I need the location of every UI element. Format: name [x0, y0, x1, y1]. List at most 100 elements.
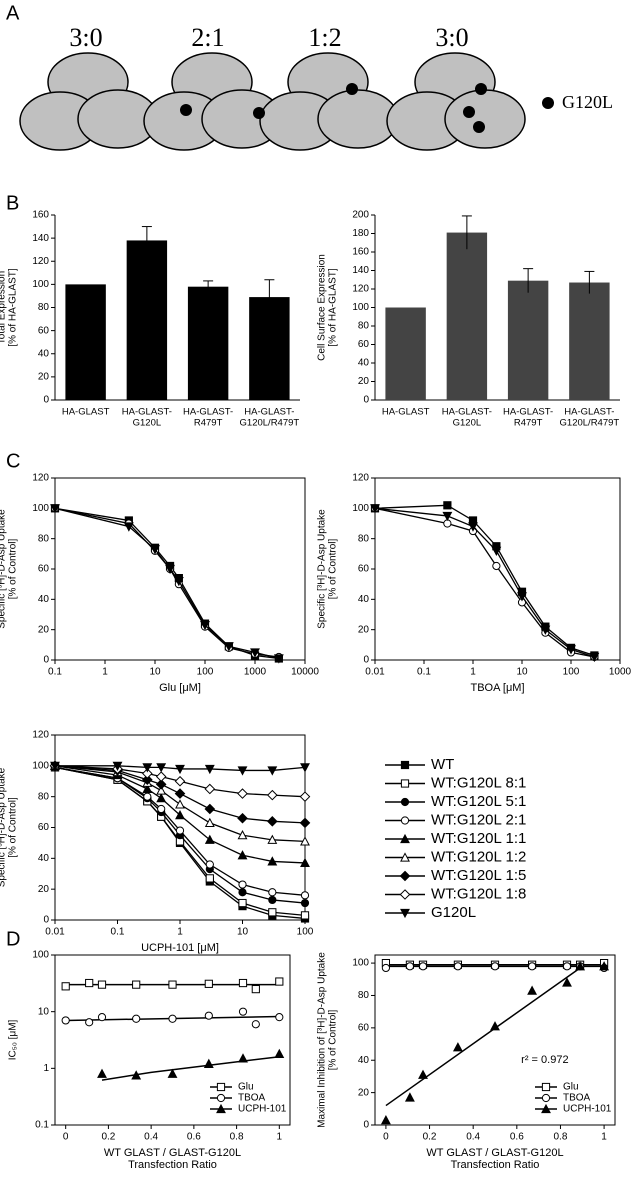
y-tick-label: 80 [38, 533, 50, 544]
marker [267, 834, 278, 844]
marker [267, 816, 278, 827]
x-tick-label: HA-GLAST- [122, 407, 172, 418]
y-axis-label: [% of Control] [328, 1009, 339, 1070]
x-tick-label: 1000 [609, 667, 632, 678]
y-axis-label: IC₅₀ [μM] [8, 1019, 19, 1060]
legend-label: WT:G120L 1:1 [431, 830, 526, 847]
x-tick-label: 0.01 [45, 927, 65, 938]
panel-label: C [6, 450, 20, 472]
plot-frame [374, 477, 621, 661]
marker [174, 775, 186, 787]
panel-label: D [6, 928, 20, 950]
bar [187, 286, 229, 400]
legend-marker [400, 779, 410, 788]
marker [167, 1068, 178, 1078]
y-tick-label: 20 [38, 372, 50, 383]
y-tick-label: 80 [38, 302, 50, 313]
marker [267, 766, 278, 776]
x-tick-label: 0.4 [466, 1132, 480, 1143]
x-tick-label: 0.1 [48, 667, 62, 678]
legend-marker [216, 1082, 226, 1092]
marker [131, 1070, 142, 1080]
y-tick-label: 40 [358, 1055, 370, 1066]
marker [299, 791, 311, 802]
marker [85, 1018, 94, 1027]
marker [97, 1013, 107, 1022]
marker [142, 783, 153, 794]
y-tick-label: 0 [363, 395, 369, 406]
marker [168, 1014, 177, 1023]
y-tick-label: 20 [358, 624, 370, 635]
y-axis-label: [% of HA-GLAST] [328, 268, 339, 347]
y-axis-label: Cell Surface Expression [317, 254, 328, 361]
y-tick-label: 40 [358, 358, 370, 369]
marker [237, 788, 248, 799]
marker [275, 977, 284, 986]
y-tick-label: 140 [32, 233, 49, 244]
marker [299, 817, 311, 829]
marker [251, 1020, 260, 1029]
legend-label: UCPH-101 [563, 1104, 612, 1115]
series-line [54, 507, 280, 660]
marker [123, 522, 134, 532]
marker [300, 763, 310, 773]
x-tick-label: 10000 [291, 667, 319, 678]
fit-line [385, 967, 581, 1107]
plot-frame [374, 954, 616, 1126]
y-tick-label: 10 [38, 1006, 50, 1017]
marker [203, 1058, 214, 1068]
legend-label: WT:G120L 8:1 [431, 774, 526, 791]
marker [155, 771, 167, 782]
marker [205, 860, 214, 869]
y-tick-label: 0.1 [35, 1120, 49, 1131]
marker [112, 761, 123, 771]
y-tick-label: 100 [352, 302, 369, 313]
marker [273, 654, 284, 664]
marker [562, 962, 572, 971]
marker [300, 891, 310, 900]
marker [237, 812, 248, 824]
marker [268, 895, 277, 905]
x-tick-label: 100 [197, 667, 214, 678]
y-axis-label: [% of Control] [8, 538, 19, 599]
marker [453, 962, 463, 971]
marker [251, 985, 260, 994]
marker [442, 511, 453, 522]
y-tick-label: 0 [43, 655, 49, 666]
x-tick-label: G120L [453, 418, 482, 429]
marker [157, 804, 166, 814]
ratio-label: 2:1 [191, 23, 224, 52]
marker [300, 857, 310, 868]
y-tick-label: 100 [32, 503, 49, 514]
marker [175, 799, 185, 809]
marker [575, 961, 586, 971]
annotation: r² = 0.972 [521, 1054, 568, 1066]
y-tick-label: 0 [43, 395, 49, 406]
marker [300, 898, 310, 908]
marker [223, 642, 234, 652]
marker [204, 783, 216, 795]
marker [132, 1014, 141, 1023]
marker [237, 766, 248, 776]
x-axis-label: Transfection Ratio [128, 1159, 217, 1171]
y-tick-label: 40 [38, 594, 50, 605]
marker [517, 592, 527, 602]
ratio-label: 3:0 [69, 23, 102, 52]
x-tick-label: 1000 [244, 667, 267, 678]
marker [61, 1016, 70, 1025]
legend-label: WT:G120L 1:2 [431, 848, 526, 865]
marker [527, 985, 538, 995]
marker [175, 810, 185, 820]
legend-marker [216, 1093, 226, 1103]
y-tick-label: 100 [352, 958, 369, 969]
marker [370, 504, 380, 514]
bar [126, 240, 168, 400]
legend-marker [400, 833, 410, 844]
panel-label: A [6, 2, 20, 24]
legend-label: TBOA [238, 1093, 266, 1104]
marker [142, 763, 153, 773]
marker [204, 979, 213, 988]
mutant-dots [180, 83, 554, 133]
marker [97, 1068, 107, 1078]
